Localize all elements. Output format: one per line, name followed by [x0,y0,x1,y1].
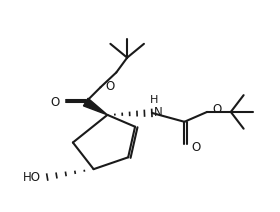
Text: O: O [191,141,200,154]
Text: O: O [106,80,115,93]
Polygon shape [83,98,108,115]
Text: O: O [212,103,221,116]
Text: N: N [154,106,163,119]
Text: O: O [51,96,60,109]
Text: HO: HO [23,171,41,184]
Text: H: H [150,95,158,105]
